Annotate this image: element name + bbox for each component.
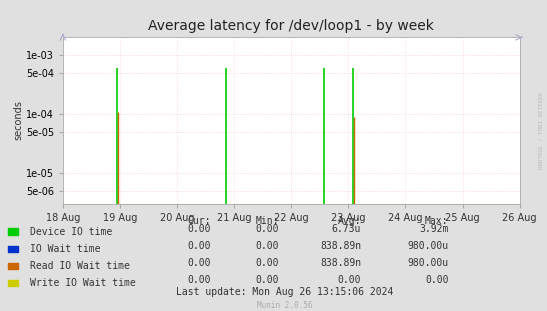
Text: Device IO time: Device IO time bbox=[30, 227, 112, 237]
Text: Read IO Wait time: Read IO Wait time bbox=[30, 261, 130, 271]
Text: Min:: Min: bbox=[255, 216, 279, 226]
Text: 0.00: 0.00 bbox=[187, 258, 211, 268]
Text: Cur:: Cur: bbox=[187, 216, 211, 226]
Title: Average latency for /dev/loop1 - by week: Average latency for /dev/loop1 - by week bbox=[148, 19, 434, 33]
Text: 0.00: 0.00 bbox=[255, 224, 279, 234]
Text: 6.73u: 6.73u bbox=[331, 224, 361, 234]
Text: 980.00u: 980.00u bbox=[408, 241, 449, 251]
Text: 0.00: 0.00 bbox=[255, 258, 279, 268]
Text: Munin 2.0.56: Munin 2.0.56 bbox=[257, 301, 312, 310]
Text: Last update: Mon Aug 26 13:15:06 2024: Last update: Mon Aug 26 13:15:06 2024 bbox=[176, 287, 393, 297]
Text: 0.00: 0.00 bbox=[425, 275, 449, 285]
Text: 0.00: 0.00 bbox=[187, 275, 211, 285]
Text: RRDTOOL / TOBI OETIKER: RRDTOOL / TOBI OETIKER bbox=[538, 92, 543, 169]
Text: 838.89n: 838.89n bbox=[320, 258, 361, 268]
Text: Avg:: Avg: bbox=[337, 216, 361, 226]
Text: 980.00u: 980.00u bbox=[408, 258, 449, 268]
Text: 3.92m: 3.92m bbox=[419, 224, 449, 234]
Text: 0.00: 0.00 bbox=[187, 224, 211, 234]
Text: 0.00: 0.00 bbox=[255, 241, 279, 251]
Text: Write IO Wait time: Write IO Wait time bbox=[30, 278, 136, 288]
Text: 838.89n: 838.89n bbox=[320, 241, 361, 251]
Y-axis label: seconds: seconds bbox=[13, 100, 23, 141]
Text: 0.00: 0.00 bbox=[337, 275, 361, 285]
Text: Max:: Max: bbox=[425, 216, 449, 226]
Text: 0.00: 0.00 bbox=[187, 241, 211, 251]
Text: IO Wait time: IO Wait time bbox=[30, 244, 101, 254]
Text: 0.00: 0.00 bbox=[255, 275, 279, 285]
